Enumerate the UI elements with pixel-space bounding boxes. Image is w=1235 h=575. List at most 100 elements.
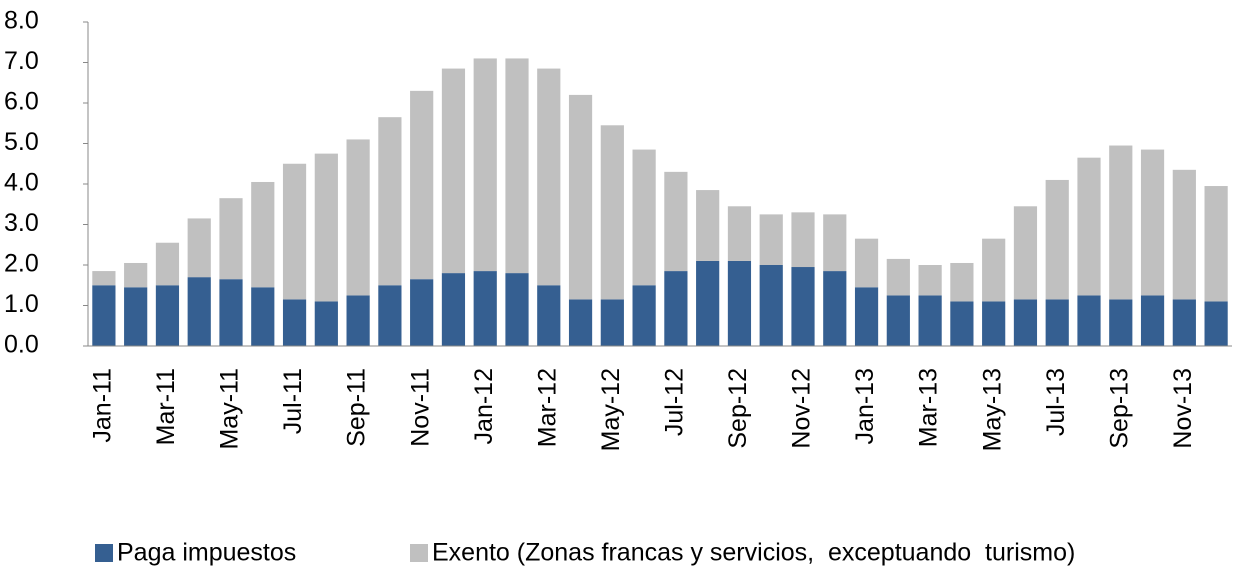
y-tick-label: 5.0 [4, 128, 39, 156]
bar-segment [823, 271, 847, 346]
bar-segment [219, 279, 243, 346]
bar-segment [219, 198, 243, 280]
bar-segment [92, 285, 116, 346]
bar-segment [282, 163, 307, 300]
bar-segment [505, 273, 529, 346]
bar-segment [1109, 145, 1133, 300]
bar-segment [632, 285, 656, 346]
bar-segment [187, 218, 211, 278]
bar-segment [568, 299, 593, 346]
x-tick-label: Nov-11 [406, 368, 434, 447]
y-tick-label: 8.0 [4, 7, 39, 35]
bar-segment [124, 262, 148, 288]
bar-segment [791, 267, 815, 346]
bar-segment [886, 295, 910, 346]
bar-segment [632, 149, 656, 286]
x-tick-label: Jan-12 [470, 368, 498, 444]
x-tick-label: May-11 [216, 368, 244, 450]
x-tick-label: Jan-13 [851, 368, 879, 444]
bar-segment [410, 279, 434, 346]
x-tick-label: Jan-11 [88, 368, 116, 443]
x-tick-label: Sep-11 [343, 368, 371, 447]
bar-segment [854, 287, 879, 346]
bar-segment [823, 214, 847, 272]
bar-segment [410, 90, 434, 280]
bar-segment [1172, 299, 1196, 346]
legend-swatch [410, 544, 428, 562]
bar-segment [982, 238, 1006, 302]
bar-segment [600, 299, 624, 346]
bar-segment [346, 295, 370, 346]
bar-segment [918, 295, 942, 346]
bar-segment [378, 285, 402, 346]
bar-segment [473, 271, 497, 346]
bar-segment [473, 58, 497, 272]
bar-segment [664, 171, 688, 272]
x-tick-label: May-12 [597, 368, 625, 451]
bar-segment [1204, 301, 1228, 346]
bar-segment [155, 285, 180, 346]
bar-segment [1045, 179, 1069, 300]
bar-segment [441, 68, 466, 274]
bar-segment [1013, 299, 1038, 346]
bar-segment [1140, 149, 1165, 296]
y-tick-label: 0.0 [4, 331, 39, 359]
bar-segment [1013, 206, 1038, 300]
bar-segment [314, 301, 338, 346]
bar-segment [727, 260, 752, 346]
bar-segment [251, 181, 275, 288]
bar-segment [1109, 299, 1133, 346]
bar-segment [1045, 299, 1069, 346]
bar-segment [950, 262, 974, 302]
bar-segment [282, 299, 307, 346]
bar-segment [155, 242, 180, 286]
x-tick-label: Jul-12 [660, 368, 688, 436]
bar-segment [346, 139, 370, 296]
bar-segment [727, 206, 752, 261]
y-tick-label: 3.0 [4, 209, 39, 237]
bar-segment [950, 301, 974, 346]
x-tick-label: Jul-11 [279, 368, 307, 434]
x-tick-label: May-13 [978, 368, 1006, 451]
bar-segment [664, 271, 688, 346]
x-tick-label: Sep-12 [724, 368, 752, 449]
bar-segment [854, 238, 879, 288]
x-tick-label: Mar-12 [533, 368, 561, 447]
bar-segment [791, 212, 815, 268]
bar-segment [759, 265, 783, 346]
bar-segment [92, 271, 116, 286]
bar-segment [759, 214, 783, 265]
bar-segment [696, 260, 720, 346]
legend-swatch [95, 544, 113, 562]
bar-segment [378, 117, 402, 286]
bar-segment [1077, 295, 1101, 346]
bar-segment [537, 68, 561, 286]
x-tick-label: Nov-12 [788, 368, 816, 449]
bar-segment [886, 258, 910, 296]
bar-segment [1077, 157, 1101, 296]
bar-segment [600, 125, 624, 300]
y-tick-label: 6.0 [4, 88, 39, 116]
y-tick-label: 4.0 [4, 169, 39, 197]
bar-segment [696, 190, 720, 261]
bar-segment [314, 153, 338, 302]
legend-label: Exento (Zonas francas y servicios, excep… [432, 539, 1075, 567]
y-tick-label: 1.0 [4, 290, 39, 318]
bar-segment [505, 58, 529, 274]
bar-segment [918, 265, 942, 296]
bar-segment [537, 285, 561, 346]
bar-segment [1204, 186, 1228, 302]
bar-segment [441, 273, 466, 346]
y-tick-label: 2.0 [4, 250, 39, 278]
x-tick-label: Nov-13 [1169, 368, 1197, 449]
bar-segment [568, 94, 593, 300]
x-tick-label: Jul-13 [1042, 368, 1070, 436]
bar-segment [982, 301, 1006, 346]
x-tick-label: Sep-13 [1105, 368, 1133, 449]
x-tick-label: Mar-11 [152, 368, 180, 445]
x-tick-label: Mar-13 [915, 368, 943, 447]
bar-segment [251, 287, 275, 346]
y-tick-label: 7.0 [4, 47, 39, 75]
bar-segment [187, 277, 211, 346]
